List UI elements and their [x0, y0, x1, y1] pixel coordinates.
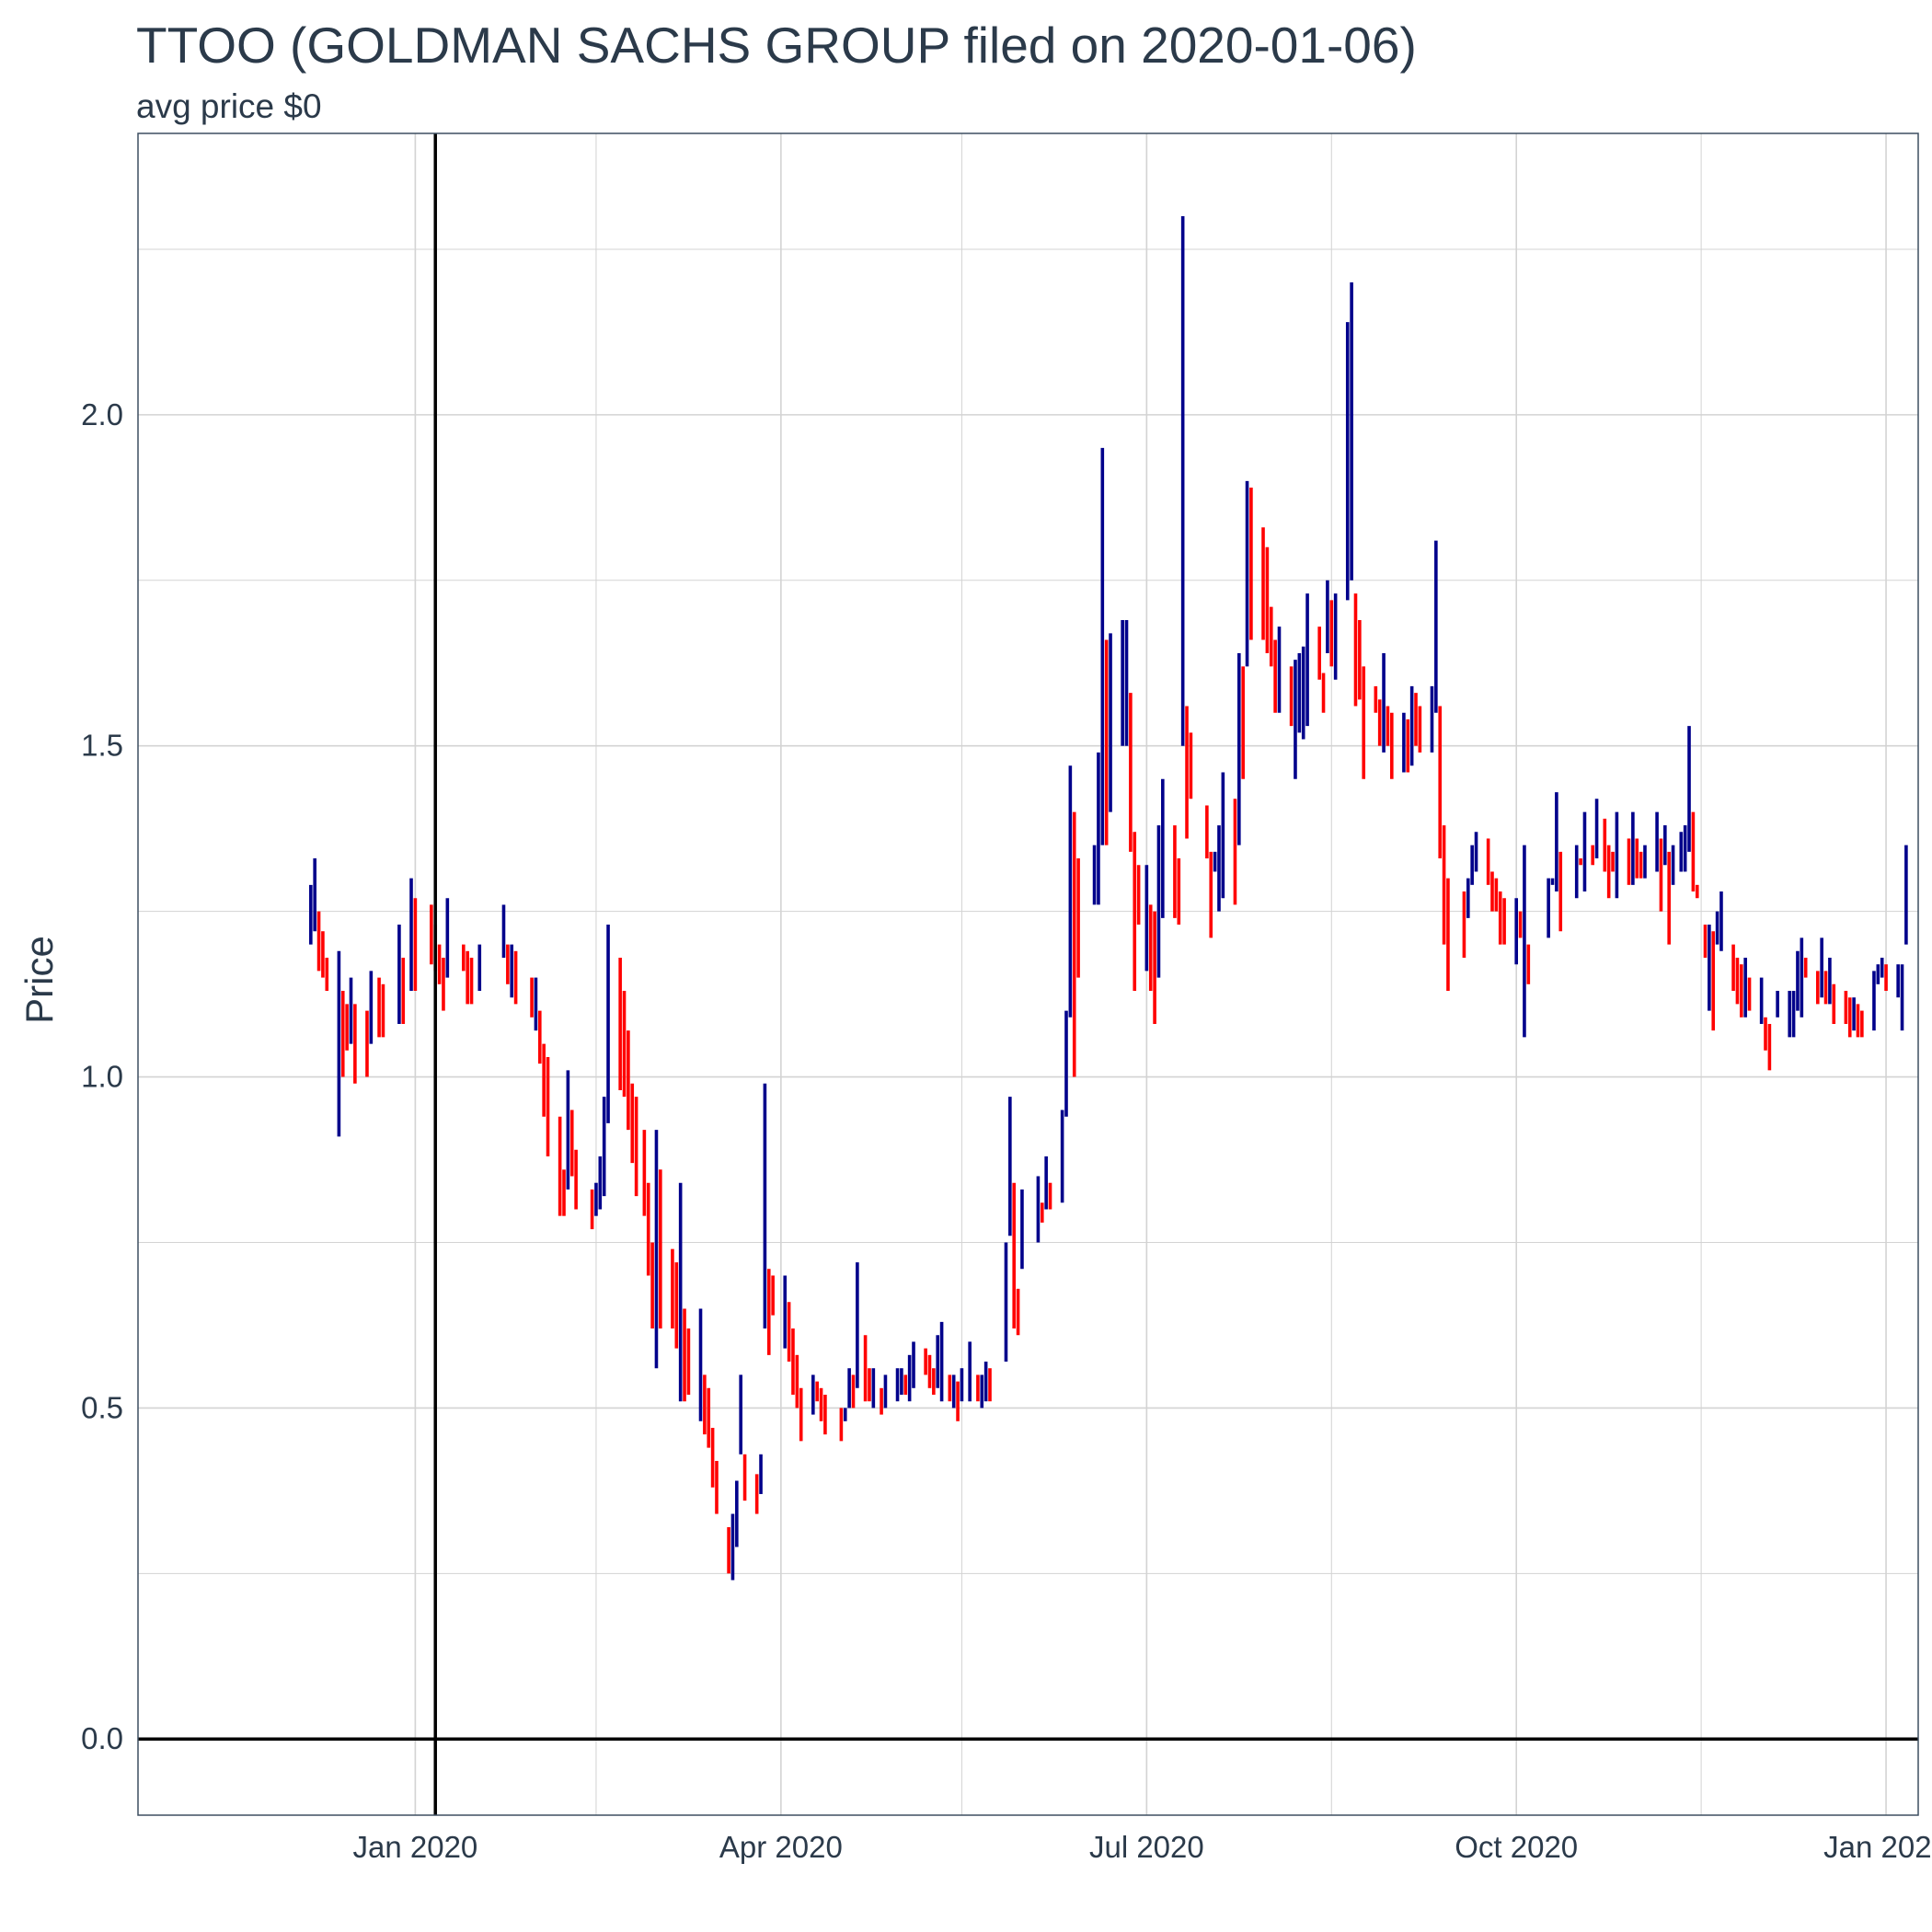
y-tick-label: 2.0 — [81, 397, 123, 431]
y-tick-label: 0.0 — [81, 1721, 123, 1755]
chart-subtitle: avg price $0 — [136, 87, 322, 125]
x-tick-label: Jan 2021 — [1823, 1830, 1932, 1864]
y-tick-label: 0.5 — [81, 1390, 123, 1424]
y-axis-label: Price — [17, 936, 61, 1024]
x-tick-label: Apr 2020 — [719, 1830, 843, 1864]
x-tick-label: Jul 2020 — [1089, 1830, 1204, 1864]
x-tick-label: Oct 2020 — [1455, 1830, 1578, 1864]
y-axis-ticks: 0.0 0.5 1.0 1.5 2.0 — [81, 397, 123, 1755]
grid-lines — [138, 133, 1918, 1815]
y-tick-label: 1.0 — [81, 1060, 123, 1094]
price-bars — [309, 215, 1908, 1581]
reference-lines — [138, 133, 1918, 1815]
chart-title: TTOO (GOLDMAN SACHS GROUP filed on 2020-… — [136, 17, 1417, 74]
x-tick-label: Jan 2020 — [352, 1830, 477, 1864]
plot-panel-border — [137, 132, 1919, 1816]
y-tick-label: 1.5 — [81, 729, 123, 763]
x-axis-ticks: Jan 2020 Apr 2020 Jul 2020 Oct 2020 Jan 2021 — [352, 1830, 1932, 1864]
